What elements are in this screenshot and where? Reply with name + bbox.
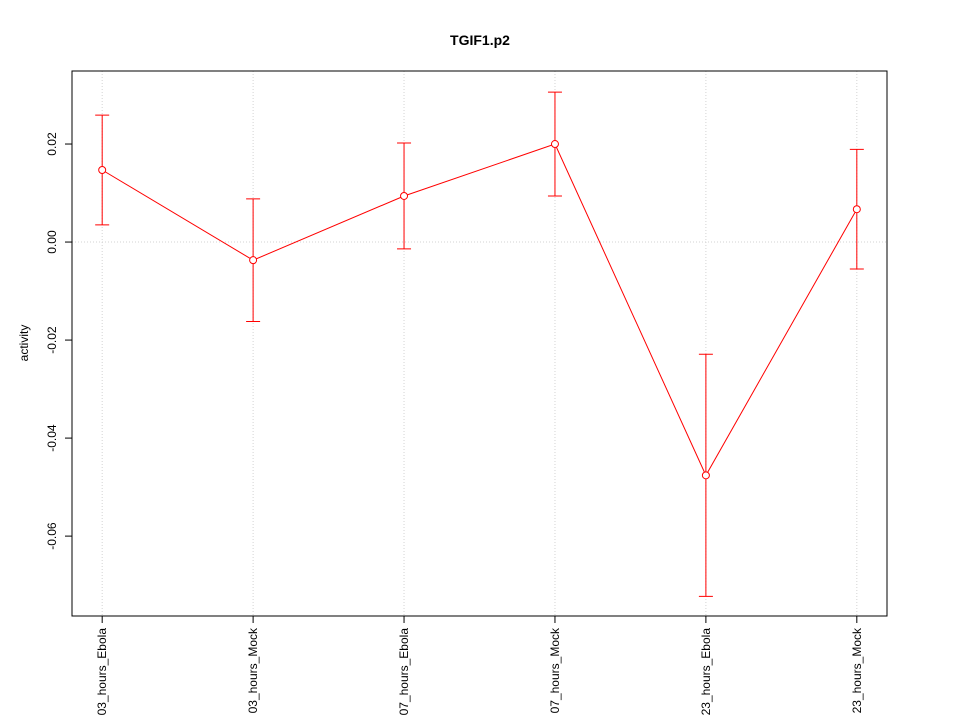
data-point xyxy=(550,140,559,149)
data-point xyxy=(98,166,107,175)
x-tick-label: 07_hours_Ebola xyxy=(397,628,411,716)
y-tick-label: 0.02 xyxy=(45,132,59,156)
data-point xyxy=(400,191,409,200)
data-point xyxy=(852,205,861,214)
chart-title: TGIF1.p2 xyxy=(450,32,510,48)
data-point xyxy=(249,256,258,265)
data-point xyxy=(701,471,710,480)
x-tick-label: 23_hours_Ebola xyxy=(699,628,713,716)
y-tick-label: -0.06 xyxy=(45,522,59,550)
x-tick-label: 03_hours_Mock xyxy=(246,627,260,713)
y-tick-label: -0.04 xyxy=(45,424,59,452)
x-tick-label: 23_hours_Mock xyxy=(850,627,864,713)
plot-frame xyxy=(71,70,888,617)
y-tick-label: -0.02 xyxy=(45,326,59,354)
y-tick-label: 0.00 xyxy=(45,230,59,254)
y-axis-label: activity xyxy=(17,325,31,362)
x-tick-label: 03_hours_Ebola xyxy=(95,628,109,716)
x-tick-label: 07_hours_Mock xyxy=(548,627,562,713)
data-line xyxy=(101,143,858,477)
